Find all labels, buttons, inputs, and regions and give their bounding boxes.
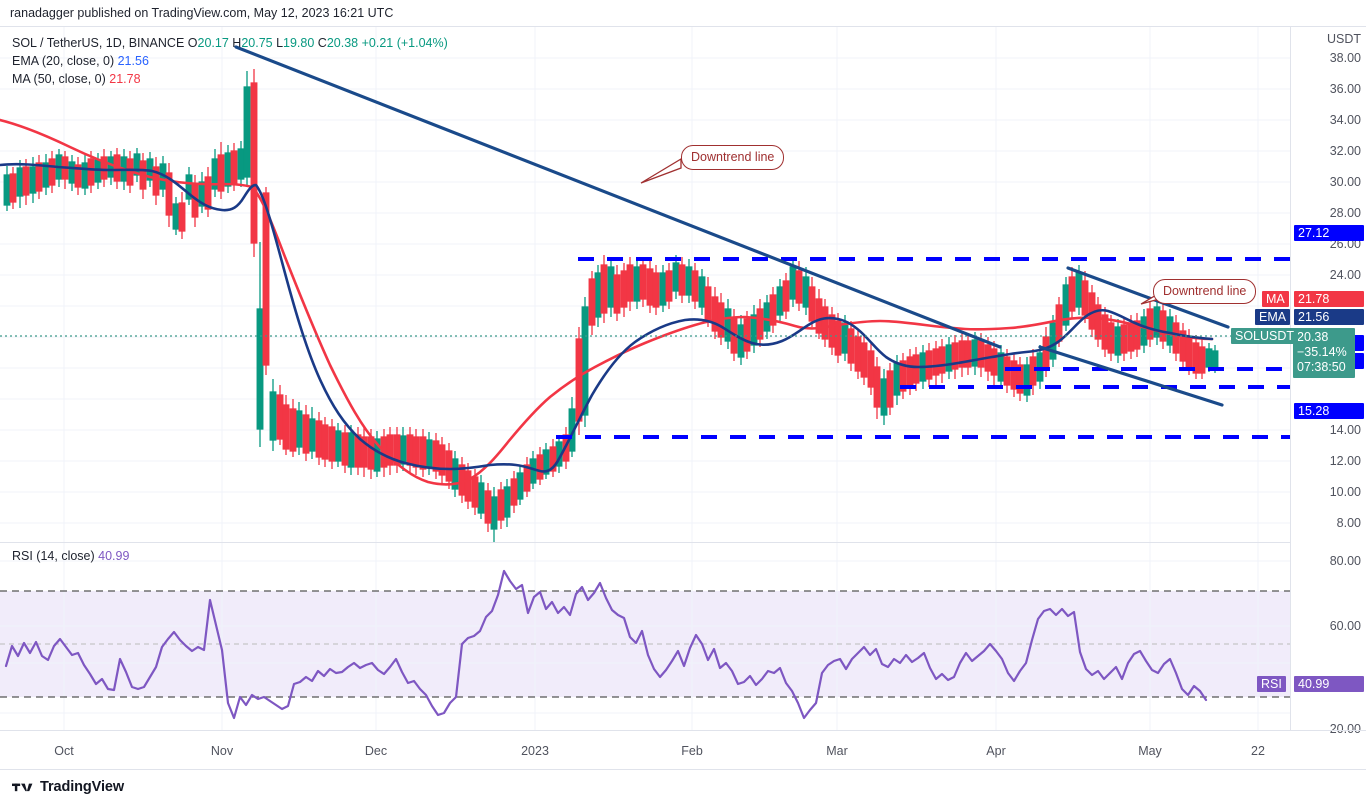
price-axis-unit: USDT: [1326, 32, 1361, 46]
legend-low-value: 19.80: [283, 36, 315, 50]
price-tick-24: 24.00: [1329, 268, 1361, 282]
attribution-bar: ranadagger published on TradingView.com,…: [0, 0, 1366, 26]
footer: TradingView: [0, 770, 1366, 803]
tradingview-brand: TradingView: [40, 778, 125, 795]
rsi-legend: RSI (14, close) 40.99: [12, 549, 129, 563]
level-badge-15-28: 15.28: [1294, 403, 1364, 419]
ma-price-badge: 21.78: [1294, 291, 1364, 307]
time-tick-may: May: [1138, 744, 1162, 758]
price-pane[interactable]: SOL / TetherUS, 1D, BINANCE O20.17 H20.7…: [0, 27, 1290, 542]
time-tick-22: 22: [1251, 744, 1265, 758]
tradingview-logo-icon: [12, 783, 33, 792]
time-tick-mar: Mar: [826, 744, 848, 758]
price-legend: SOL / TetherUS, 1D, BINANCE O20.17 H20.7…: [12, 35, 448, 89]
legend-symbol-row: SOL / TetherUS, 1D, BINANCE O20.17 H20.7…: [12, 35, 448, 52]
time-tick-feb: Feb: [681, 744, 703, 758]
price-tick-10: 10.00: [1329, 485, 1361, 499]
major-downtrend-line: [234, 45, 1002, 349]
legend-high-label: H: [232, 36, 242, 50]
rsi-tag: RSI: [1257, 676, 1286, 692]
rsi-tick-80: 80.00: [1329, 554, 1361, 568]
rsi-tick-20: 20.00: [1329, 722, 1361, 736]
legend-close-value: 20.38: [326, 36, 359, 50]
pane-separator: [0, 542, 1290, 543]
legend-symbol-text: SOL / TetherUS, 1D, BINANCE: [12, 36, 185, 50]
current-price-badge: 20.38 −35.14% 07:38:50: [1293, 328, 1355, 378]
horizontal-levels: [556, 257, 1290, 439]
ma-tag: MA: [1262, 291, 1289, 307]
channel-upper-line: [1066, 266, 1230, 329]
legend-high-value: 20.75: [241, 36, 273, 50]
legend-ema-row: EMA (20, close, 0) 21.56: [12, 53, 448, 70]
level-badge-27-12: 27.12: [1294, 225, 1364, 241]
attribution-text: ranadagger published on TradingView.com,…: [10, 6, 394, 20]
symbol-tag: SOLUSDT: [1231, 328, 1299, 344]
time-tick-nov: Nov: [210, 744, 234, 758]
rsi-legend-value: 40.99: [98, 549, 130, 563]
legend-ema-value: 21.56: [117, 54, 149, 68]
ema-tag: EMA: [1255, 309, 1291, 325]
current-price-change: −35.14%: [1297, 345, 1347, 359]
legend-ma-value: 21.78: [109, 72, 141, 86]
legend-open-label: O: [187, 36, 198, 50]
price-tick-38: 38.00: [1329, 51, 1361, 65]
rsi-tick-60: 60.00: [1329, 619, 1361, 633]
trendlines: [234, 45, 1230, 407]
legend-ema-label: EMA (20, close, 0): [12, 54, 115, 68]
callout-downtrend-line-2: Downtrend line: [1153, 279, 1257, 304]
legend-change: +0.21 (+1.04%): [361, 36, 448, 50]
rsi-pane[interactable]: RSI (14, close) 40.99: [0, 543, 1290, 730]
legend-close-label: C: [317, 36, 327, 50]
price-tick-28: 28.00: [1329, 206, 1361, 220]
price-tick-36: 36.00: [1329, 82, 1361, 96]
price-tick-32: 32.00: [1329, 144, 1361, 158]
time-tick-dec: Dec: [364, 744, 388, 758]
price-axis[interactable]: USDT 38.00 36.00 34.00 32.00 30.00 28.00…: [1290, 27, 1366, 736]
current-price-value: 20.38: [1297, 330, 1329, 344]
price-tick-30: 30.00: [1329, 175, 1361, 189]
chart-frame: SOL / TetherUS, 1D, BINANCE O20.17 H20.7…: [0, 26, 1366, 770]
legend-ma-label: MA (50, close, 0): [12, 72, 106, 86]
bar-countdown: 07:38:50: [1297, 360, 1346, 374]
ema-price-badge: 21.56: [1294, 309, 1364, 325]
price-tick-8: 8.00: [1336, 516, 1361, 530]
time-tick-apr: Apr: [986, 744, 1006, 758]
time-tick-oct: Oct: [54, 744, 74, 758]
price-chart-svg: [0, 27, 1290, 542]
ema-20-line: [0, 162, 1214, 473]
price-tick-34: 34.00: [1329, 113, 1361, 127]
candlestick-series: [3, 69, 1219, 542]
time-tick-2023: 2023: [521, 744, 549, 758]
legend-open-value: 20.17: [197, 36, 229, 50]
legend-ma-row: MA (50, close, 0) 21.78: [12, 71, 448, 88]
callout-text-1: Downtrend line: [691, 150, 775, 164]
callout-downtrend-line-1: Downtrend line: [681, 145, 785, 170]
time-axis[interactable]: Oct Nov Dec 2023 Feb Mar Apr May 22: [0, 730, 1366, 772]
price-tick-12: 12.00: [1329, 454, 1361, 468]
rsi-price-badge: 40.99: [1294, 676, 1364, 692]
rsi-line: [4, 569, 1208, 720]
channel-lower-line: [1038, 345, 1224, 407]
rsi-chart-svg: [0, 543, 1290, 730]
legend-low-label: L: [276, 36, 284, 50]
price-tick-14: 14.00: [1329, 423, 1361, 437]
callout-text-2: Downtrend line: [1163, 284, 1247, 298]
rsi-legend-label: RSI (14, close): [12, 549, 95, 563]
